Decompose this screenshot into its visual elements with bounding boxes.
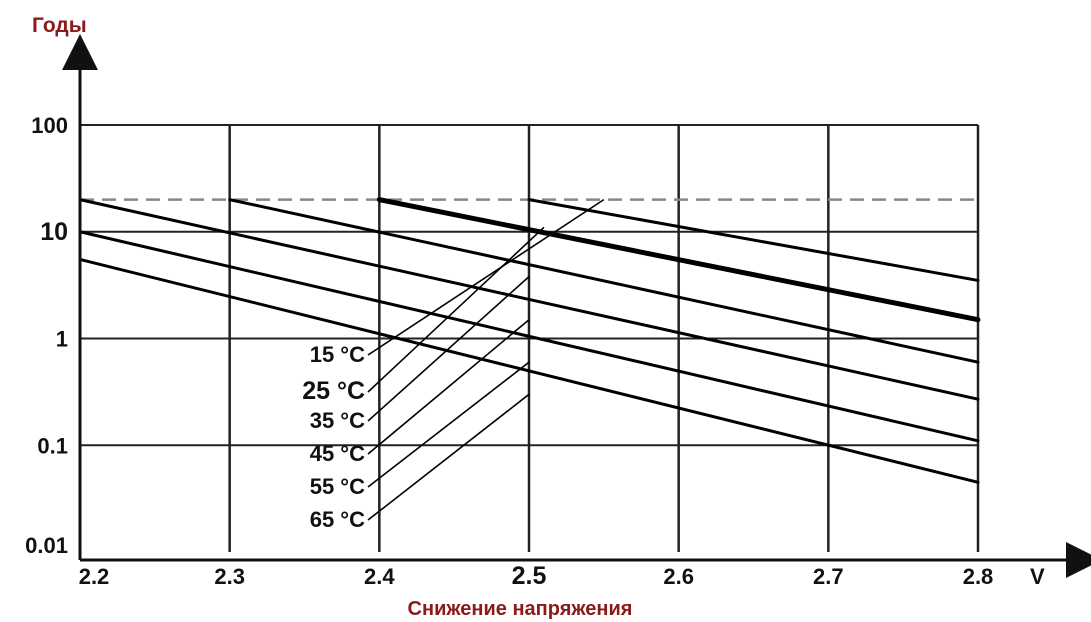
leader-line [367,393,530,521]
temperature-label: 45 °C [310,441,365,466]
y-tick-label: 0.01 [25,533,68,558]
y-tick-label: 10 [40,218,68,246]
y-tick-label: 1 [56,327,68,352]
y-tick-label: 0.1 [37,433,68,458]
x-tick-label: 2.7 [813,564,844,589]
x-tick-label: 2.8 [963,564,994,589]
temperature-label: 65 °C [310,507,365,532]
series-line-2 [376,197,981,323]
x-tick-label: 2.6 [663,564,694,589]
x-tick-label: 2.3 [214,564,245,589]
x-axis-unit: V [1030,564,1045,589]
grid [80,124,980,552]
x-axis-title: Снижение напряжения [408,598,633,620]
temperature-label: 35 °C [310,408,365,433]
series-line-5 [78,230,980,443]
y-tick-label: 100 [31,113,68,138]
series-line-3 [228,198,980,364]
x-tick-label: 2.5 [512,562,547,590]
leader-line [367,319,530,455]
temperature-labels: 15 °C 25 °C 35 °C 45 °C 55 °C 65 °C [302,342,365,532]
temperature-label: 55 °C [310,474,365,499]
series-group [78,197,981,484]
temperature-label: 15 °C [310,342,365,367]
axes [62,34,1091,578]
series-line-1 [527,198,980,282]
leader-line [367,198,605,356]
leader-line [367,226,545,393]
tick-labels: 2.2 2.3 2.4 2.5 2.6 2.7 2.8 0.01 0.1 1 10 100 [25,113,993,590]
leader-line [367,276,530,422]
label-leaders [367,198,605,521]
x-tick-label: 2.2 [79,564,110,589]
y-axis-title: Годы [32,14,87,37]
series-line-6 [78,257,980,484]
leader-line [367,361,530,488]
series-line-4 [78,198,980,401]
temperature-label: 25 °C [302,377,365,405]
x-tick-label: 2.4 [364,564,395,589]
